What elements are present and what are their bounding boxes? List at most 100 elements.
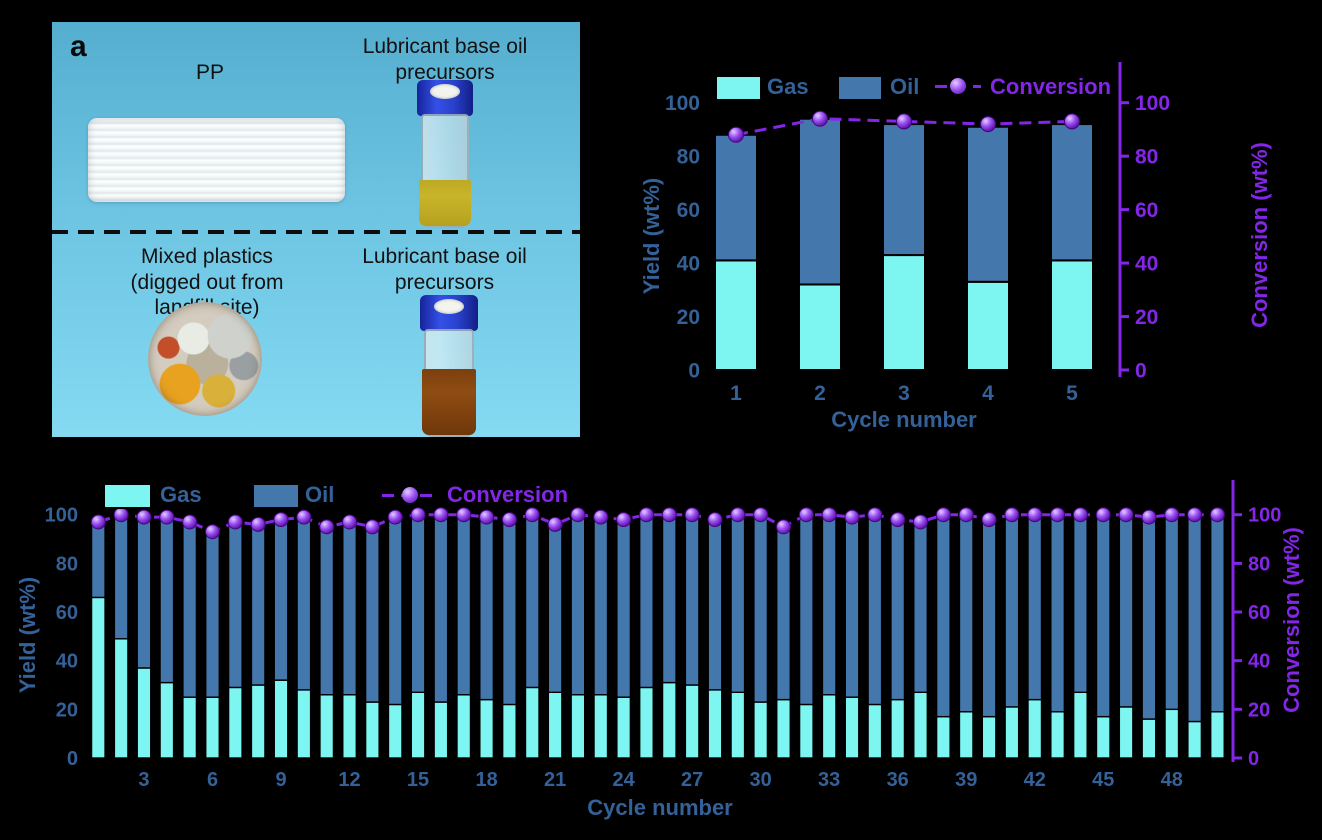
conversion-marker (844, 509, 860, 525)
vial-septum (430, 84, 460, 99)
right-ytick-label: 0 (1135, 359, 1147, 382)
right-ytick-label: 40 (1135, 252, 1158, 275)
gas-bar (524, 686, 540, 759)
oil-bar (958, 513, 974, 713)
legend-conversion-label: Conversion (447, 482, 569, 507)
conversion-marker (1141, 509, 1157, 525)
oil-bar (273, 518, 289, 681)
conversion-marker (1164, 507, 1180, 523)
conversion-marker (387, 509, 403, 525)
conversion-marker (707, 512, 723, 528)
vial-yellow-photo (417, 80, 473, 228)
conversion-marker (273, 512, 289, 528)
oil-bar (501, 518, 517, 706)
right-ytick-label: 100 (1135, 92, 1170, 115)
conversion-marker (913, 514, 929, 530)
conversion-marker (479, 509, 495, 525)
gas-bar (593, 694, 609, 759)
gas-bar (867, 703, 883, 759)
oil-bar (182, 521, 198, 698)
legend-oil-swatch (252, 483, 300, 509)
gas-bar (342, 694, 357, 759)
gas-bar (90, 596, 106, 759)
conversion-marker (1209, 507, 1225, 523)
conversion-marker (250, 516, 266, 532)
conversion-marker (205, 524, 220, 540)
xtick-label: 5 (1066, 382, 1078, 405)
oil-bar (342, 521, 357, 696)
oil-bar (205, 531, 220, 698)
gas-bar (661, 681, 677, 759)
xtick-label: 15 (407, 769, 429, 791)
oil-bar (319, 526, 335, 696)
gas-bar (433, 701, 449, 759)
conversion-marker (570, 507, 586, 523)
oil-bar (296, 516, 312, 691)
conversion-marker (1064, 113, 1080, 130)
right-ytick-label: 0 (1248, 748, 1259, 770)
xtick-label: 33 (818, 769, 840, 791)
oil-bar (479, 516, 495, 701)
gas-bar (205, 696, 220, 759)
left-ytick-label: 80 (677, 146, 700, 169)
gas-bar (182, 696, 198, 759)
conversion-marker (433, 507, 449, 523)
right-ytick-label: 100 (1248, 505, 1281, 527)
gas-bar (1095, 715, 1111, 759)
gas-bar (1004, 706, 1020, 759)
mixed-plastics-photo (148, 302, 262, 416)
oil-bar (524, 513, 540, 689)
right-ytick-label: 80 (1135, 146, 1158, 169)
gas-bar (570, 694, 586, 759)
gas-bar (1164, 708, 1180, 759)
gas-bar (364, 701, 380, 759)
xtick-label: 30 (750, 769, 772, 791)
xtick-label: 4 (982, 382, 994, 405)
gas-bar (616, 696, 632, 759)
conversion-marker (981, 512, 997, 528)
conversion-marker (684, 507, 700, 523)
yaxis-title-conversion: Conversion (wt%) (1247, 142, 1272, 328)
conversion-marker (1050, 507, 1066, 523)
oil-bar (1141, 516, 1157, 720)
vial-liquid-yellow (419, 180, 471, 226)
oil-bar (730, 513, 746, 694)
gas-bar (456, 694, 472, 759)
left-ytick-label: 40 (677, 252, 700, 275)
left-ytick-label: 0 (688, 359, 700, 382)
dashed-divider (52, 230, 580, 234)
left-ytick-label: 100 (665, 92, 700, 115)
gas-bar (1050, 711, 1066, 759)
right-ytick-label: 80 (1248, 553, 1270, 575)
xtick-label: 24 (612, 769, 635, 791)
conversion-marker (867, 507, 883, 523)
legend-gas-swatch (715, 75, 762, 101)
oil-bar (387, 516, 403, 706)
oil-bar (661, 513, 677, 684)
pp-chart-plot: 0 20 40 60 80 100 0 20 40 60 80 100 1 2 3 4 5 (665, 62, 1170, 405)
legend-conversion-label: Conversion (990, 74, 1112, 99)
gas-bar (639, 686, 654, 759)
conversion-marker (890, 512, 906, 528)
gas-bar (890, 698, 906, 759)
left-ytick-label: 100 (45, 505, 78, 527)
conversion-marker (661, 507, 677, 523)
conversion-marker (296, 509, 312, 525)
gas-bar (776, 698, 791, 759)
oil-bar (113, 513, 129, 640)
xtick-label: 6 (207, 769, 218, 791)
oil-bar (1050, 513, 1066, 713)
conversion-marker (1095, 507, 1111, 523)
xtick-label: 18 (475, 769, 497, 791)
legend-conversion-marker-icon (950, 78, 966, 94)
conversion-marker (958, 507, 974, 523)
oil-bar (250, 523, 266, 686)
conversion-marker (980, 116, 996, 133)
conversion-marker (342, 514, 358, 530)
oil-bar (1004, 513, 1020, 708)
panel-a-label: a (70, 30, 87, 63)
xtick-label: 3 (138, 769, 149, 791)
legend-oil-label: Oil (305, 482, 335, 507)
oil-bar (844, 516, 860, 698)
gas-bar (547, 691, 563, 759)
